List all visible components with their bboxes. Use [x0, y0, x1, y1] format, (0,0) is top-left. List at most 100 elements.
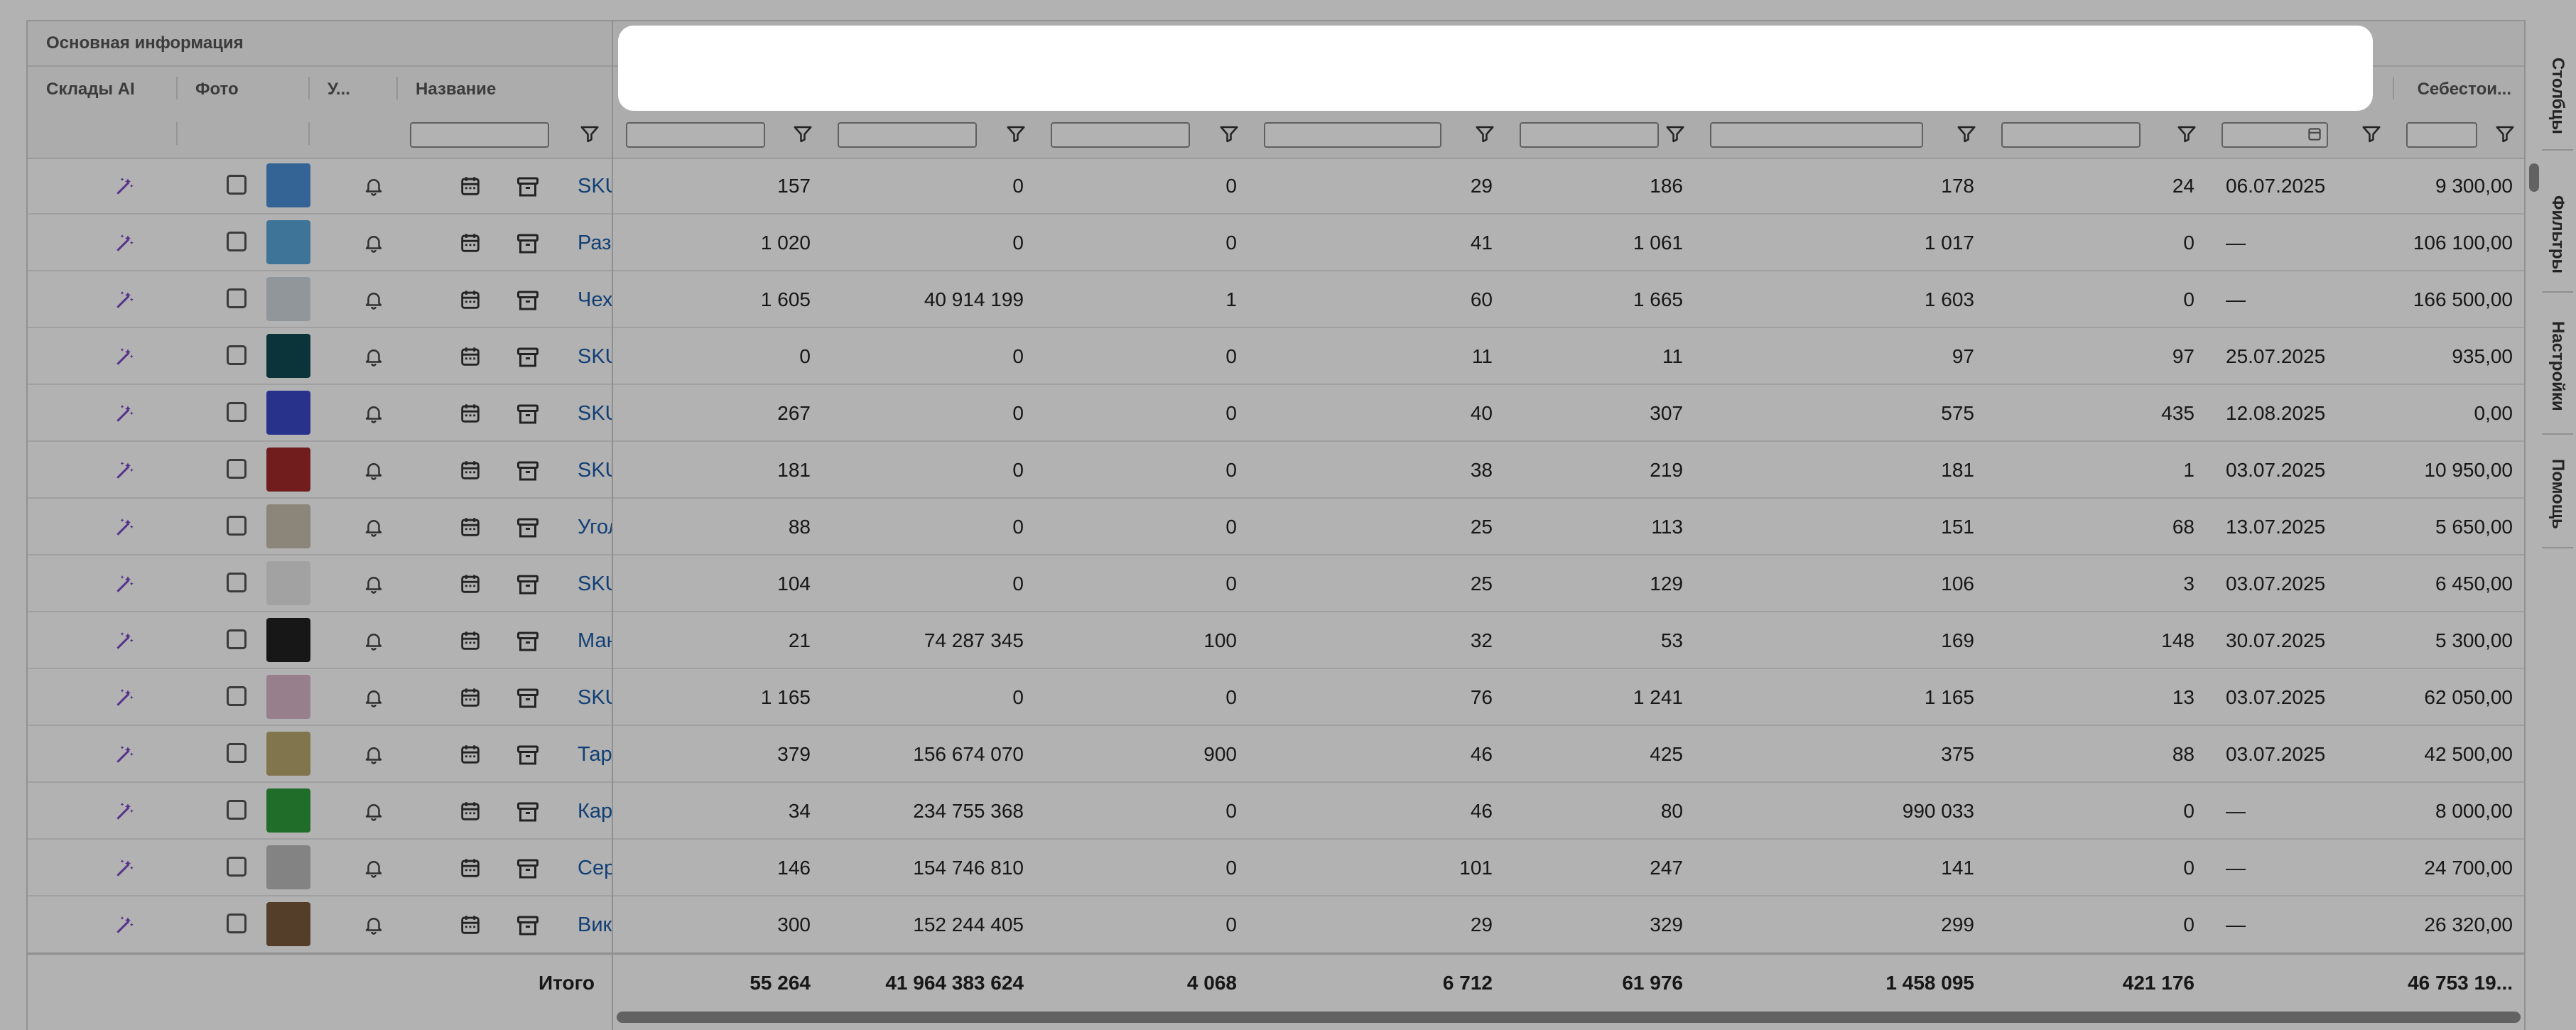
product-name-link[interactable]: Чехол: [578, 288, 612, 311]
side-tab-2[interactable]: Настройки: [2542, 298, 2573, 435]
notification-bell-icon[interactable]: [363, 687, 384, 708]
ai-wand-icon[interactable]: [114, 402, 136, 425]
filter-icon[interactable]: [579, 124, 600, 145]
calendar-icon[interactable]: [458, 401, 482, 425]
product-photo[interactable]: [266, 561, 310, 605]
product-photo[interactable]: [266, 618, 310, 662]
table-row[interactable]: SKU 34 0 0 0 11 11 97 97 25.07.2025 935,00: [28, 328, 2524, 385]
product-name-link[interactable]: SKU 19: [578, 572, 612, 595]
column-separator[interactable]: [396, 77, 398, 99]
ai-wand-icon[interactable]: [114, 459, 136, 482]
column-separator[interactable]: [2393, 77, 2394, 99]
product-photo[interactable]: [266, 334, 310, 378]
archive-icon[interactable]: [515, 856, 541, 882]
calendar-icon[interactable]: [458, 231, 482, 255]
ai-wand-icon[interactable]: [114, 345, 136, 368]
product-name-link[interactable]: SKU 23: [578, 458, 612, 482]
archive-icon[interactable]: [515, 231, 541, 256]
column-header-fbo[interactable]: Склад (FBO), шт.: [613, 67, 825, 112]
filter-icon[interactable]: [1665, 124, 1686, 145]
column-header-name[interactable]: Название: [397, 67, 612, 112]
row-checkbox[interactable]: [227, 686, 247, 706]
calendar-icon[interactable]: [458, 629, 482, 653]
product-name-link[interactable]: Тарелк: [578, 742, 612, 766]
filter-input-api[interactable]: [1520, 122, 1659, 148]
ai-wand-icon[interactable]: [114, 573, 136, 595]
filter-icon[interactable]: [2361, 124, 2382, 145]
table-row[interactable]: Развив 1 020 0 0 41 1 061 1 017 0 — 106 100,00: [28, 215, 2524, 271]
calendar-icon[interactable]: [458, 913, 482, 937]
product-photo[interactable]: [266, 732, 310, 776]
filter-icon[interactable]: [1474, 124, 1495, 145]
table-row[interactable]: Виктор 300 152 244 405 0 29 329 299 0 — 26 320,00: [28, 896, 2524, 953]
product-photo[interactable]: [266, 277, 310, 321]
ai-wand-icon[interactable]: [114, 516, 136, 538]
filter-input-name[interactable]: [410, 122, 549, 148]
notification-bell-icon[interactable]: [363, 175, 384, 197]
ai-wand-icon[interactable]: [114, 743, 136, 766]
product-photo[interactable]: [266, 902, 310, 946]
column-header-from-client[interactable]: Товары от/к клиенту, ...: [1251, 67, 1507, 112]
calendar-icon[interactable]: [458, 288, 482, 312]
row-checkbox[interactable]: [227, 516, 247, 536]
table-row[interactable]: Чехол 1 605 40 914 199 1 60 1 665 1 603 0 — 166 5…: [28, 271, 2524, 328]
calendar-icon[interactable]: [458, 742, 482, 766]
filter-icon[interactable]: [792, 124, 813, 145]
row-checkbox[interactable]: [227, 459, 247, 479]
column-header-photo[interactable]: Фото: [177, 67, 309, 112]
product-name-link[interactable]: Картин: [578, 799, 612, 823]
side-tab-0[interactable]: Столбцы: [2542, 43, 2573, 151]
notification-bell-icon[interactable]: [363, 460, 384, 481]
product-name-link[interactable]: Развив: [578, 231, 612, 254]
notification-bell-icon[interactable]: [363, 516, 384, 538]
filter-input-fbo[interactable]: [626, 122, 765, 148]
column-header-warehouses-ai[interactable]: Склады AI: [28, 67, 177, 112]
notification-bell-icon[interactable]: [363, 630, 384, 651]
row-checkbox[interactable]: [227, 288, 247, 308]
ai-wand-icon[interactable]: [114, 800, 136, 823]
table-row[interactable]: Серьги 146 154 746 810 0 101 247 141 0 — 24 700,0…: [28, 840, 2524, 896]
archive-icon[interactable]: [515, 401, 541, 427]
filter-input-site[interactable]: [2001, 122, 2141, 148]
product-name-link[interactable]: Манже: [578, 629, 612, 652]
archive-icon[interactable]: [515, 799, 541, 825]
row-checkbox[interactable]: [227, 573, 247, 592]
notification-bell-icon[interactable]: [363, 403, 384, 424]
table-row[interactable]: SKU 12 267 0 0 40 307 575 435 12.08.2025 0,00: [28, 385, 2524, 442]
filter-icon[interactable]: [1956, 124, 1977, 145]
ai-wand-icon[interactable]: [114, 686, 136, 709]
table-row[interactable]: SKU 23 181 0 0 38 219 181 1 03.07.2025 10 950,00: [28, 442, 2524, 499]
product-photo[interactable]: [266, 845, 310, 889]
product-name-link[interactable]: SKU 18: [578, 685, 612, 709]
archive-icon[interactable]: [515, 288, 541, 313]
notification-bell-icon[interactable]: [363, 346, 384, 367]
date-picker-icon[interactable]: [2305, 125, 2324, 143]
ai-wand-icon[interactable]: [114, 914, 136, 936]
product-photo[interactable]: [266, 448, 310, 492]
calendar-icon[interactable]: [458, 174, 482, 198]
table-row[interactable]: Тарелк 379 156 674 070 900 46 425 375 88 03.07.2…: [28, 726, 2524, 783]
column-header-in-transit[interactable]: Товар в дороге, шт.: [825, 67, 1038, 112]
column-header-cost[interactable]: Себестои...: [2393, 67, 2524, 112]
archive-icon[interactable]: [515, 685, 541, 711]
table-row[interactable]: Картин 34 234 755 368 0 46 80 990 033 0 — 8 000,0…: [28, 783, 2524, 840]
calendar-icon[interactable]: [458, 685, 482, 710]
table-row[interactable]: SKU 12 157 0 0 29 186 178 24 06.07.2025 9 300,00: [28, 158, 2524, 215]
column-separator[interactable]: [176, 77, 178, 99]
archive-icon[interactable]: [515, 515, 541, 541]
notification-bell-icon[interactable]: [363, 857, 384, 879]
filter-input-fbs[interactable]: [1051, 122, 1190, 148]
filter-input-current-site[interactable]: [1710, 122, 1923, 148]
row-checkbox[interactable]: [227, 743, 247, 763]
row-checkbox[interactable]: [227, 232, 247, 251]
table-row[interactable]: SKU 19 104 0 0 25 129 106 3 03.07.2025 6 450,00: [28, 555, 2524, 612]
row-checkbox[interactable]: [227, 175, 247, 195]
notification-bell-icon[interactable]: [363, 914, 384, 936]
calendar-icon[interactable]: [458, 856, 482, 880]
product-photo[interactable]: [266, 220, 310, 264]
archive-icon[interactable]: [515, 913, 541, 938]
filter-input-from-client[interactable]: [1264, 122, 1441, 148]
row-checkbox[interactable]: [227, 914, 247, 933]
product-photo[interactable]: [266, 675, 310, 719]
row-checkbox[interactable]: [227, 800, 247, 820]
